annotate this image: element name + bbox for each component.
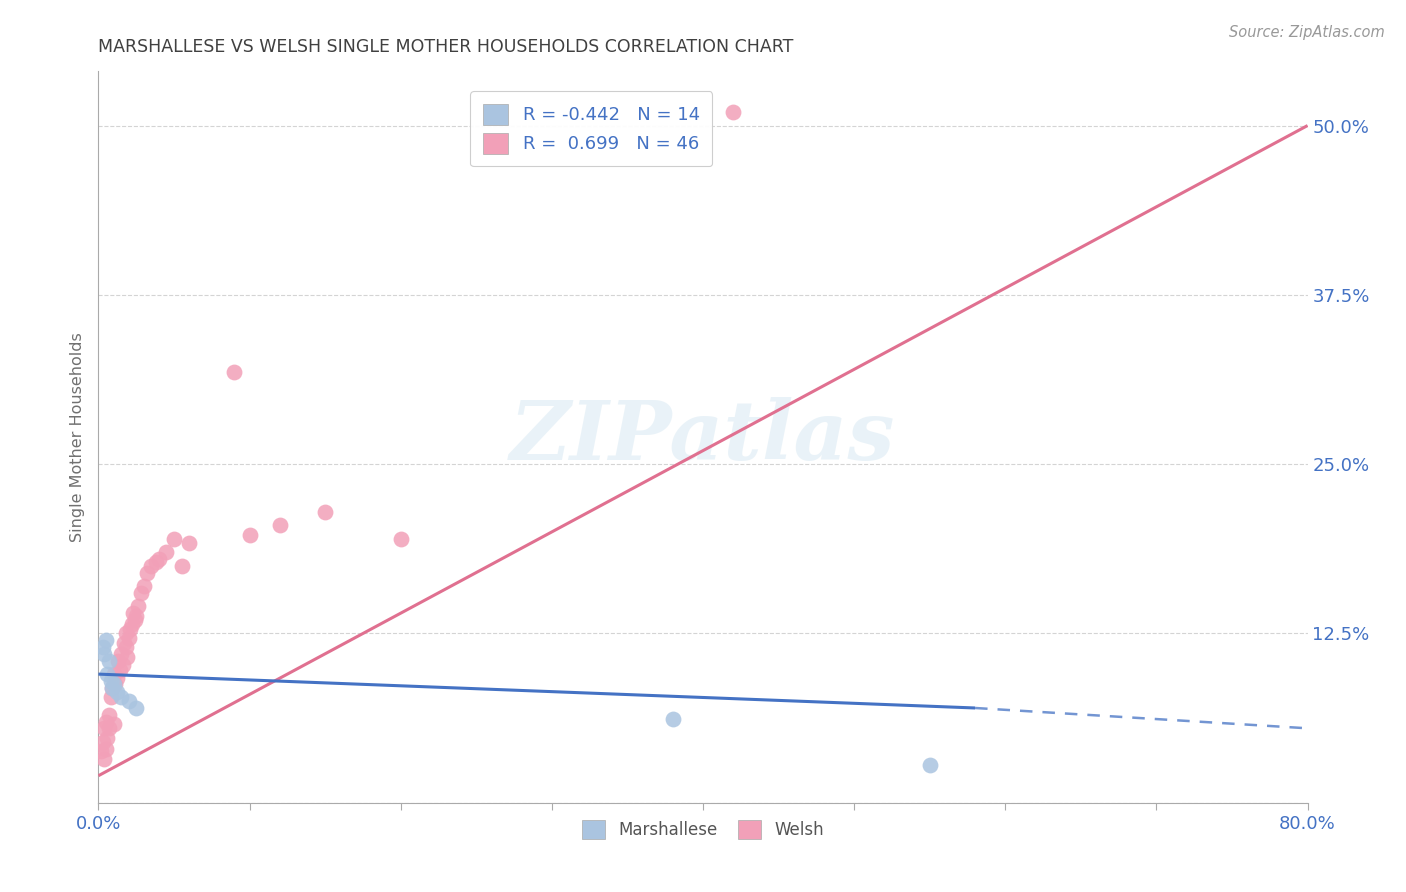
Point <box>111 657 134 672</box>
Point <box>96 731 118 745</box>
Point <box>112 636 135 650</box>
Point <box>122 606 145 620</box>
Point <box>314 505 336 519</box>
Point <box>91 640 114 654</box>
Point <box>103 667 125 681</box>
Point <box>96 667 118 681</box>
Point <box>93 752 115 766</box>
Point <box>93 721 115 735</box>
Point <box>114 626 136 640</box>
Point <box>105 671 128 685</box>
Point <box>125 608 148 623</box>
Point <box>100 673 122 688</box>
Point <box>155 545 177 559</box>
Point <box>90 744 112 758</box>
Point <box>129 586 152 600</box>
Point <box>101 681 124 695</box>
Point <box>179 535 201 549</box>
Point <box>269 518 291 533</box>
Point <box>224 365 246 379</box>
Point <box>120 623 142 637</box>
Point <box>101 681 124 695</box>
Point <box>94 633 117 648</box>
Point <box>135 566 157 580</box>
Point <box>107 654 129 668</box>
Point <box>108 663 131 677</box>
Point <box>93 647 115 661</box>
Point <box>98 707 121 722</box>
Text: Source: ZipAtlas.com: Source: ZipAtlas.com <box>1229 25 1385 40</box>
Point <box>105 684 128 698</box>
Point <box>114 640 136 654</box>
Point <box>115 649 138 664</box>
Point <box>100 690 122 705</box>
Point <box>124 613 146 627</box>
Point <box>104 676 127 690</box>
Point <box>98 654 121 668</box>
Point <box>118 694 141 708</box>
Y-axis label: Single Mother Households: Single Mother Households <box>70 332 86 542</box>
Point <box>163 532 186 546</box>
Point <box>170 558 193 573</box>
Point <box>661 712 683 726</box>
Point <box>110 690 132 705</box>
Point <box>110 647 132 661</box>
Point <box>145 555 167 569</box>
Point <box>118 631 141 645</box>
Point <box>389 532 412 546</box>
Text: MARSHALLESE VS WELSH SINGLE MOTHER HOUSEHOLDS CORRELATION CHART: MARSHALLESE VS WELSH SINGLE MOTHER HOUSE… <box>98 38 794 56</box>
Point <box>132 579 155 593</box>
Point <box>98 721 121 735</box>
Text: ZIPatlas: ZIPatlas <box>510 397 896 477</box>
Point <box>723 105 745 120</box>
Point <box>125 701 148 715</box>
Point <box>91 735 114 749</box>
Point <box>94 714 117 729</box>
Point <box>127 599 149 614</box>
Point <box>94 741 117 756</box>
Point <box>918 757 941 772</box>
Point <box>121 617 143 632</box>
Point <box>148 552 170 566</box>
Point <box>141 558 163 573</box>
Point <box>103 676 125 690</box>
Point <box>103 717 125 731</box>
Point <box>239 527 262 541</box>
Legend: Marshallese, Welsh: Marshallese, Welsh <box>575 814 831 846</box>
